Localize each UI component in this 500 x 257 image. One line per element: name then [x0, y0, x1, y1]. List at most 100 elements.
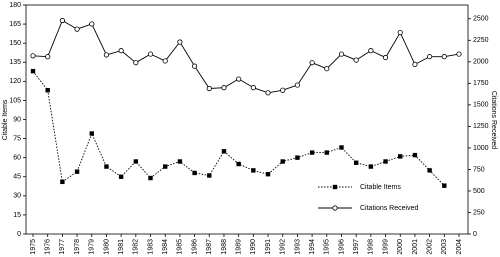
y-tick-label: 105: [9, 97, 21, 104]
y2-tick-label: 1000: [473, 145, 489, 152]
marker: [456, 51, 462, 57]
y2-axis-title: Citations Received: [490, 91, 497, 149]
marker: [118, 48, 124, 54]
marker: [382, 54, 389, 61]
x-tick-label: 1981: [118, 239, 125, 255]
plot-frame: [25, 4, 469, 235]
marker: [442, 183, 447, 188]
y2-tick-label: 2000: [473, 59, 489, 66]
marker: [133, 60, 139, 66]
marker: [59, 17, 65, 24]
y-tick-label: 45: [13, 174, 21, 181]
marker: [309, 150, 315, 155]
y2-tick-label: 2500: [473, 16, 489, 23]
y-tick-label: 75: [13, 135, 21, 142]
x-tick-label: 1984: [162, 239, 169, 255]
marker: [427, 54, 433, 60]
series-line: [32, 70, 445, 186]
marker: [147, 51, 154, 57]
x-tick-label: 1994: [309, 239, 316, 255]
marker: [412, 61, 418, 68]
marker: [104, 164, 109, 169]
x-tick-label: 1988: [221, 239, 228, 255]
marker: [280, 87, 286, 93]
marker: [177, 39, 183, 45]
marker: [383, 159, 388, 164]
y2-tick-label: 1250: [473, 123, 489, 130]
marker: [103, 52, 110, 58]
y2-tick-label: 0: [473, 231, 477, 238]
marker: [265, 172, 271, 177]
x-tick-label: 1998: [368, 239, 375, 255]
x-tick-label: 2001: [412, 239, 419, 255]
marker: [207, 173, 212, 178]
y2-tick-label: 500: [473, 188, 485, 195]
y2-tick-label: 250: [473, 209, 485, 216]
x-tick-label: 1999: [382, 239, 389, 255]
marker: [309, 60, 315, 66]
y-tick-label: 30: [13, 193, 21, 200]
x-tick-label: 2003: [441, 239, 448, 255]
marker: [45, 88, 50, 93]
marker: [398, 154, 403, 159]
x-tick-label: 1987: [206, 239, 213, 255]
marker: [338, 51, 345, 57]
x-tick-label: 1992: [280, 239, 287, 255]
x-tick-label: 1985: [177, 239, 184, 255]
y-tick-label: 165: [9, 21, 21, 28]
marker: [412, 152, 418, 158]
legend-label: Citations Received: [360, 205, 418, 212]
y2-tick-label: 1500: [473, 102, 489, 109]
marker: [294, 82, 301, 88]
series-line: [32, 19, 460, 94]
marker: [74, 26, 80, 32]
marker: [353, 57, 359, 63]
x-tick-label: 1995: [324, 239, 331, 255]
marker: [89, 131, 94, 136]
marker: [89, 21, 95, 27]
y-tick-label: 0: [17, 231, 21, 238]
marker: [236, 76, 242, 82]
marker: [30, 53, 36, 59]
x-tick-label: 1983: [147, 239, 154, 255]
y-tick-label: 135: [9, 59, 21, 66]
marker: [162, 58, 168, 64]
y-tick-label: 90: [13, 116, 21, 123]
legend-marker: [332, 205, 338, 211]
marker: [192, 170, 197, 176]
marker: [236, 161, 241, 167]
marker: [221, 85, 227, 91]
marker: [191, 63, 198, 69]
marker: [265, 90, 271, 96]
marker: [177, 159, 183, 164]
x-tick-label: 1986: [191, 239, 198, 255]
marker: [324, 66, 330, 72]
marker: [339, 145, 344, 150]
marker: [148, 175, 153, 181]
y-tick-label: 180: [9, 2, 21, 9]
marker: [163, 164, 168, 169]
x-tick-label: 2004: [456, 239, 463, 255]
y-tick-label: 150: [9, 40, 21, 47]
marker: [353, 160, 359, 165]
x-tick-label: 1980: [103, 239, 110, 255]
y2-tick-label: 750: [473, 166, 485, 173]
x-tick-label: 2002: [426, 239, 433, 255]
x-tick-label: 1976: [45, 239, 52, 255]
marker: [60, 179, 65, 185]
marker: [45, 54, 51, 60]
x-tick-label: 1991: [265, 239, 272, 255]
x-tick-label: 1982: [133, 239, 140, 255]
marker: [251, 168, 256, 173]
marker: [368, 48, 374, 54]
marker: [221, 149, 227, 154]
marker: [74, 169, 80, 174]
y-tick-label: 15: [13, 212, 21, 219]
x-tick-label: 1993: [294, 239, 301, 255]
marker: [30, 68, 36, 74]
x-tick-label: 1997: [353, 239, 360, 255]
x-tick-label: 1990: [250, 239, 257, 255]
x-tick-label: 1977: [59, 239, 66, 255]
legend-marker: [332, 184, 338, 190]
marker: [397, 29, 403, 36]
